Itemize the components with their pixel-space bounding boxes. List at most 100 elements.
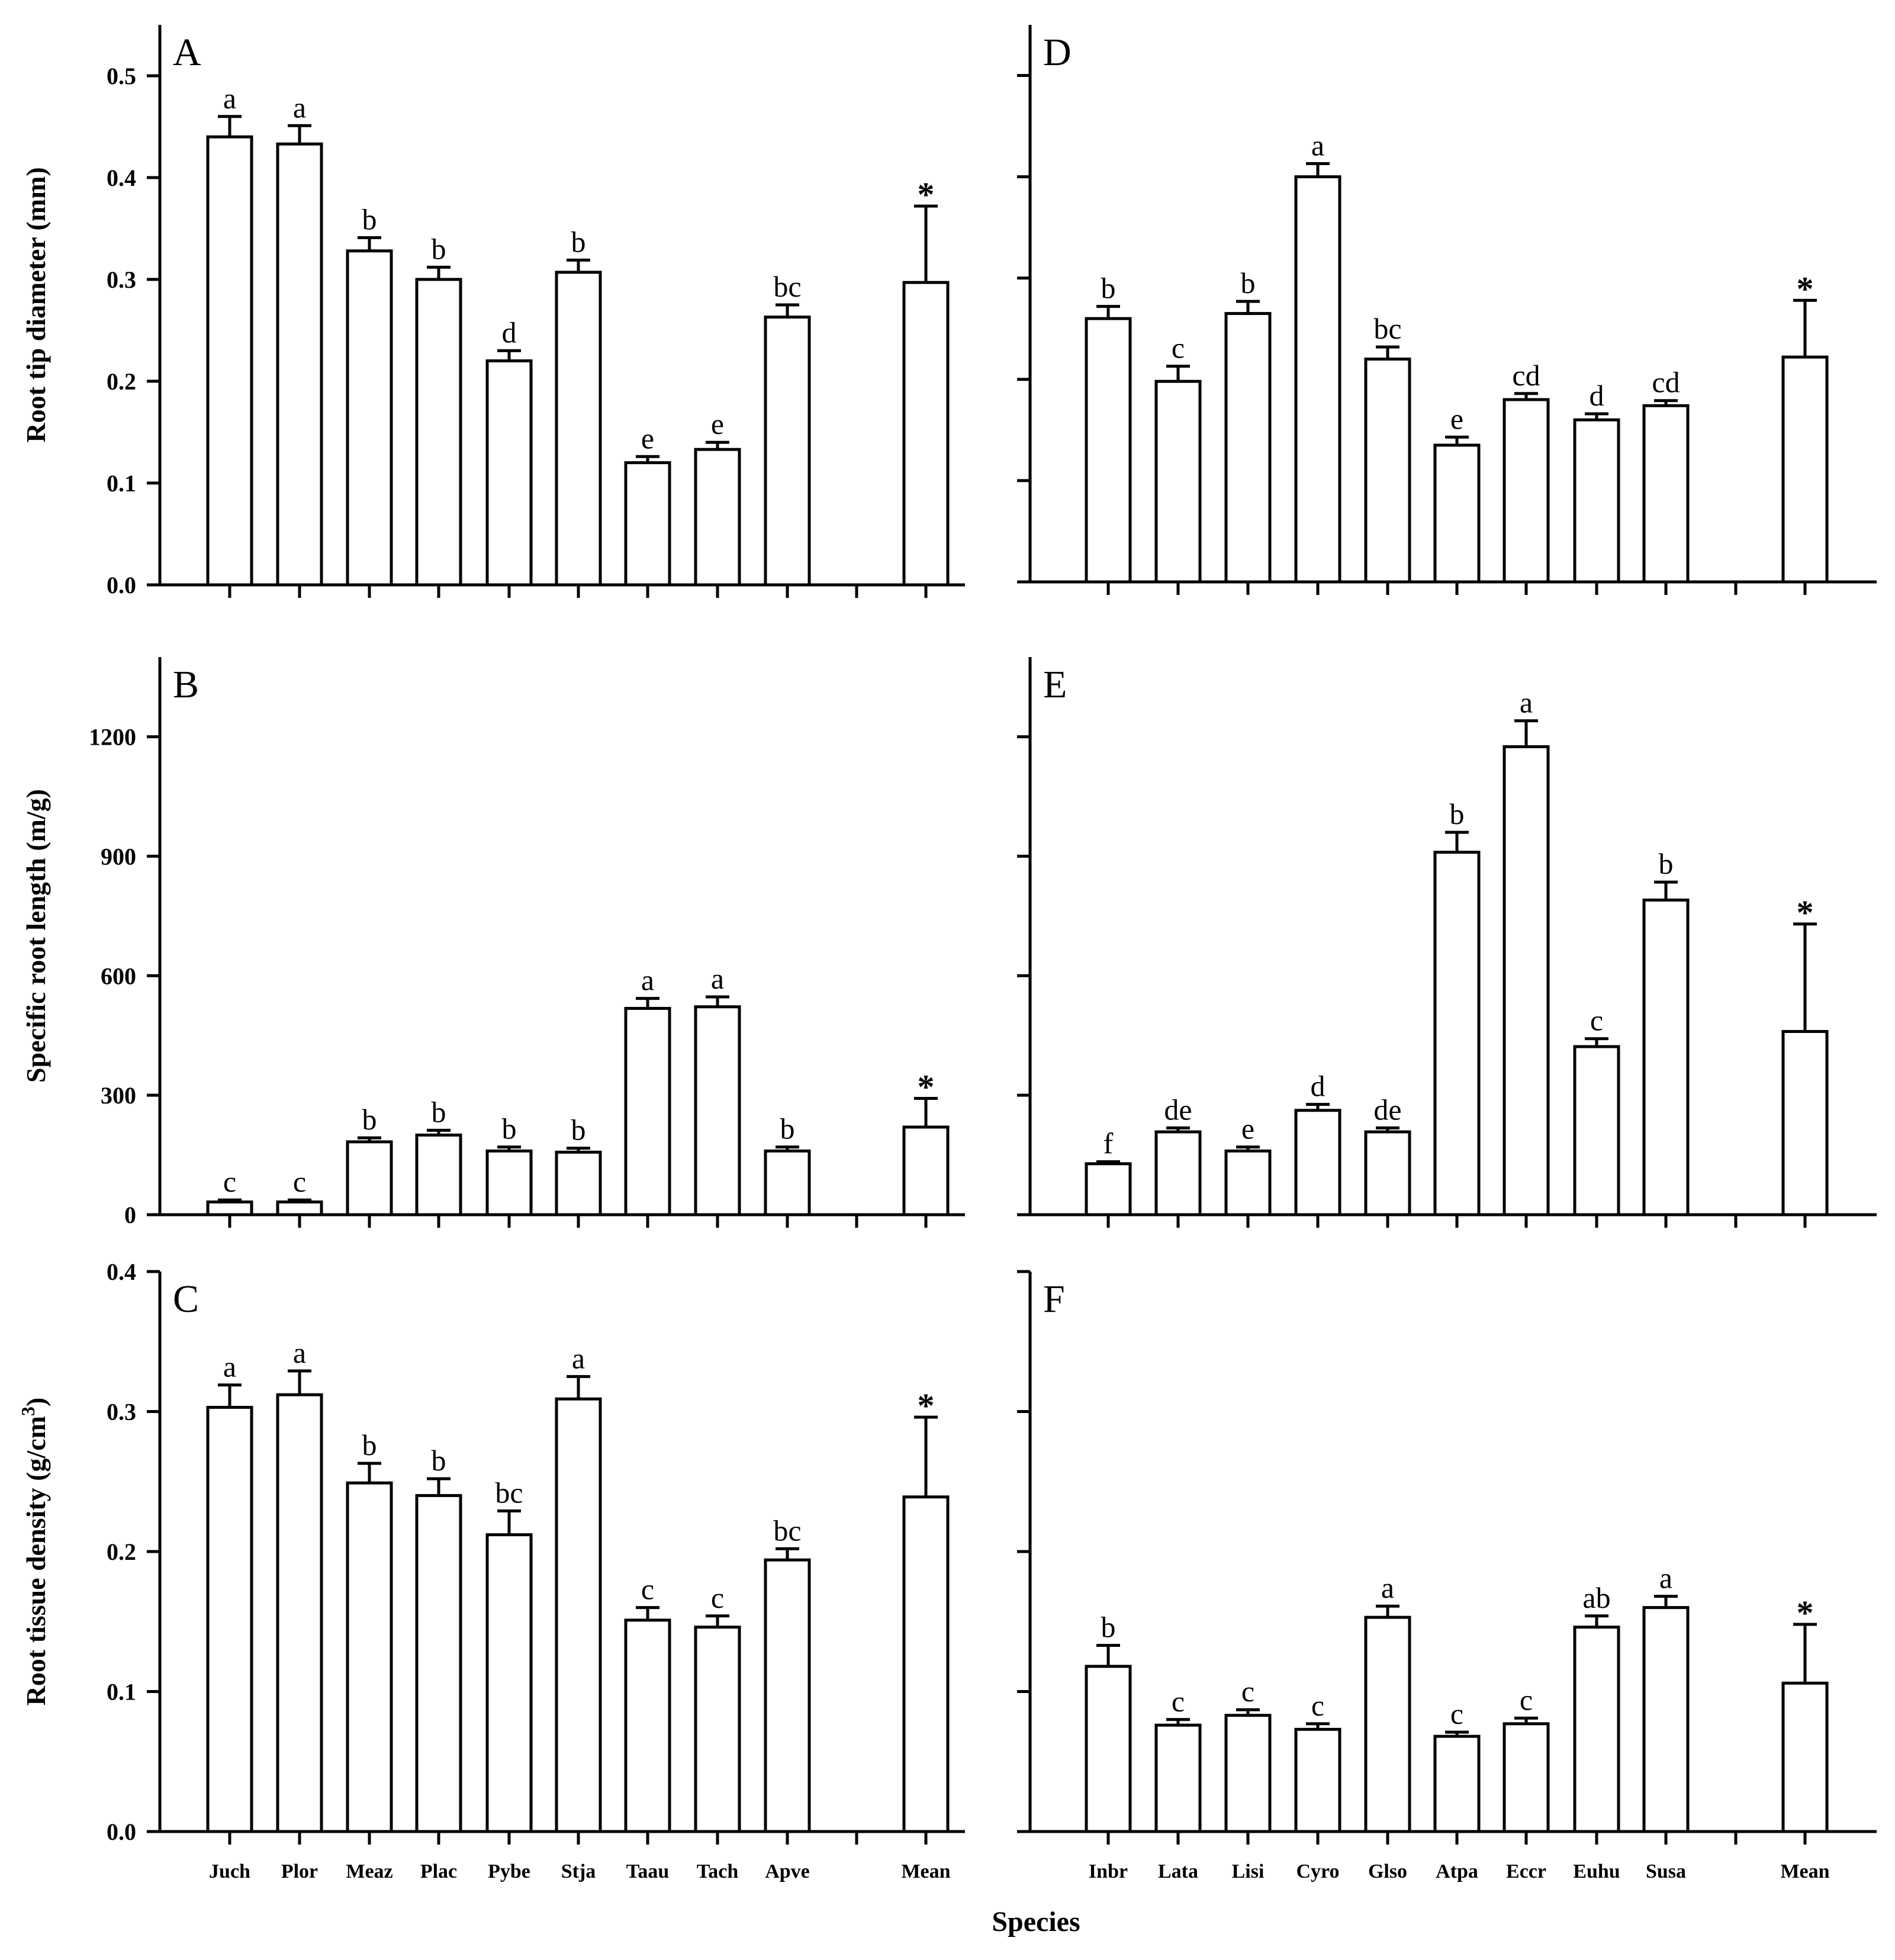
bar-pybe xyxy=(485,1149,533,1216)
y-tick-label: 0.2 xyxy=(107,368,136,395)
bar-plor xyxy=(276,1393,323,1833)
bar-cyro xyxy=(1294,1109,1341,1216)
panel-b: 0 300 600 900 1200 c c b b b b a a b * B Specific root l… xyxy=(21,657,965,1228)
x-category-label: Glso xyxy=(1368,1861,1407,1882)
x-category-label: Apve xyxy=(765,1861,810,1882)
significance-letter: * xyxy=(918,1386,935,1425)
significance-letter: c xyxy=(711,1581,724,1614)
panel-e: f de e d de b a c b * E xyxy=(1017,657,1877,1228)
bar-pybe xyxy=(485,359,533,587)
bar-mean xyxy=(902,281,950,587)
y-tick-label: 0 xyxy=(124,1202,136,1228)
bar-euhu xyxy=(1573,418,1620,584)
y-tick-label: 0.1 xyxy=(107,470,136,497)
y-tick-label: 0.4 xyxy=(107,1259,136,1285)
bar-cyro xyxy=(1294,1727,1341,1833)
significance-letter: f xyxy=(1103,1127,1114,1160)
y-tick-label: 0.1 xyxy=(107,1679,136,1705)
significance-letter: bc xyxy=(1373,312,1401,345)
significance-letter: b xyxy=(362,1428,377,1462)
y-tick-label: 600 xyxy=(101,963,136,989)
significance-letter: a xyxy=(1659,1562,1672,1595)
x-axis-title: Species xyxy=(992,1906,1080,1938)
significance-letter: cd xyxy=(1512,359,1540,392)
y-tick-label: 0.3 xyxy=(107,1399,136,1425)
panel-letter: B xyxy=(173,663,199,706)
significance-letter: bc xyxy=(773,270,801,303)
bar-plor xyxy=(276,142,323,587)
significance-letter: * xyxy=(918,175,935,214)
y-tick-label: 0.4 xyxy=(107,165,136,191)
significance-letter: de xyxy=(1373,1093,1401,1126)
significance-letter: bc xyxy=(773,1514,801,1547)
bar-apve xyxy=(764,1149,811,1216)
panel-letter: D xyxy=(1043,31,1072,74)
x-category-label: Euhu xyxy=(1573,1861,1620,1882)
bar-mean xyxy=(1781,1029,1829,1216)
significance-letter: c xyxy=(1172,1685,1185,1718)
bar-lisi xyxy=(1224,312,1272,584)
significance-letter: b xyxy=(432,1444,446,1477)
bar-taau xyxy=(624,1618,671,1833)
bar-lisi xyxy=(1224,1149,1272,1216)
bar-tach xyxy=(694,1626,741,1833)
y-tick-label: 0.0 xyxy=(107,1819,136,1845)
y-tick-label: 900 xyxy=(101,843,136,870)
significance-letter: e xyxy=(711,407,724,440)
panel-letter: C xyxy=(173,1277,199,1321)
y-tick-label: 300 xyxy=(101,1082,136,1109)
x-category-label: Plac xyxy=(420,1861,457,1882)
bar-tach xyxy=(694,448,741,587)
bar-pybe xyxy=(485,1533,533,1833)
bar-meaz xyxy=(346,1140,393,1216)
significance-letter: c xyxy=(1520,1683,1533,1716)
significance-letter: b xyxy=(502,1112,517,1145)
x-category-label: Stja xyxy=(561,1861,596,1882)
bar-susa xyxy=(1642,898,1690,1216)
panel-c: 0.0 0.1 0.2 0.3 0.4 a a b b bc a c c bc * Juch Plor Meaz P… xyxy=(17,1259,965,1882)
bar-tach xyxy=(694,1005,741,1216)
bar-stja xyxy=(555,271,602,587)
significance-letter: b xyxy=(362,202,377,236)
x-category-label: Pybe xyxy=(488,1861,530,1882)
bar-stja xyxy=(555,1397,602,1833)
significance-letter: bc xyxy=(495,1476,523,1509)
bar-inbr xyxy=(1085,1665,1132,1833)
bar-cyro xyxy=(1294,175,1341,584)
significance-letter: c xyxy=(223,1165,236,1198)
x-category-label: Mean xyxy=(901,1861,950,1882)
significance-letter: a xyxy=(1520,686,1533,719)
bar-inbr xyxy=(1085,317,1132,584)
panel-a: 0.0 0.1 0.2 0.3 0.4 0.5 a a b b d b e e bc * A Root tip d… xyxy=(21,25,965,598)
significance-letter: c xyxy=(1311,1689,1324,1722)
significance-letter: e xyxy=(1241,1112,1254,1145)
significance-letter: ab xyxy=(1582,1581,1610,1614)
x-category-label: Mean xyxy=(1780,1861,1829,1882)
significance-letter: d xyxy=(1311,1070,1325,1103)
bar-lata xyxy=(1154,1723,1202,1833)
significance-letter: a xyxy=(1381,1571,1394,1604)
panel-letter: A xyxy=(173,31,201,74)
significance-letter: * xyxy=(1797,893,1814,932)
bar-juch xyxy=(206,135,253,587)
significance-letter: c xyxy=(1450,1697,1463,1730)
significance-letter: b xyxy=(432,232,446,265)
x-category-label: Meaz xyxy=(346,1861,392,1882)
bar-atpa xyxy=(1433,443,1481,584)
significance-letter: cd xyxy=(1652,366,1680,399)
bar-apve xyxy=(764,316,811,587)
bar-eccr xyxy=(1503,1722,1550,1833)
bar-plor xyxy=(276,1200,323,1216)
bar-susa xyxy=(1642,404,1690,584)
bar-lisi xyxy=(1224,1714,1272,1833)
significance-letter: c xyxy=(293,1165,306,1198)
significance-letter: b xyxy=(432,1095,446,1128)
bar-glso xyxy=(1364,1615,1411,1833)
bar-stja xyxy=(555,1150,602,1216)
significance-letter: de xyxy=(1164,1093,1192,1126)
x-category-label: Juch xyxy=(209,1861,250,1882)
bar-eccr xyxy=(1503,745,1550,1216)
significance-letter: d xyxy=(502,316,517,349)
